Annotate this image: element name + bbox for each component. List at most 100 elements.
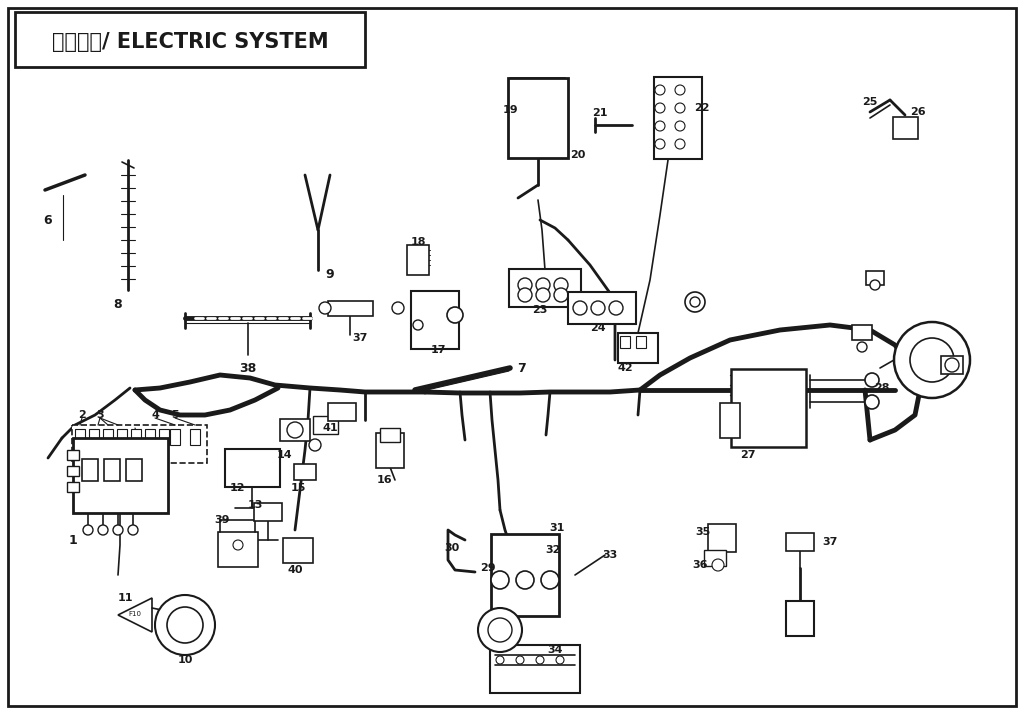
Text: 16: 16 — [377, 475, 393, 485]
Text: 18: 18 — [411, 237, 426, 247]
Bar — [376, 433, 404, 468]
Bar — [131, 429, 141, 445]
Text: 17: 17 — [430, 345, 445, 355]
Circle shape — [536, 656, 544, 664]
Circle shape — [685, 292, 705, 312]
Bar — [866, 271, 884, 285]
Text: 35: 35 — [695, 527, 711, 537]
Bar — [254, 503, 282, 521]
Circle shape — [287, 422, 303, 438]
Circle shape — [516, 656, 524, 664]
Bar — [89, 429, 99, 445]
Circle shape — [113, 525, 123, 535]
Bar — [67, 466, 79, 476]
Bar — [328, 403, 356, 421]
Text: 23: 23 — [532, 305, 548, 315]
Bar — [654, 77, 702, 159]
Bar — [312, 416, 338, 434]
Text: 42: 42 — [617, 363, 633, 373]
Polygon shape — [118, 598, 152, 632]
Circle shape — [675, 139, 685, 149]
Text: 6: 6 — [44, 213, 52, 226]
Circle shape — [655, 139, 665, 149]
Bar — [490, 534, 559, 616]
Bar — [103, 429, 113, 445]
Circle shape — [870, 280, 880, 290]
Bar — [294, 464, 316, 480]
Bar — [380, 428, 400, 442]
Circle shape — [98, 525, 108, 535]
Circle shape — [496, 656, 504, 664]
Circle shape — [516, 571, 534, 589]
Circle shape — [518, 278, 532, 292]
Bar — [852, 324, 872, 339]
Circle shape — [83, 525, 93, 535]
Bar — [15, 12, 365, 67]
Text: 3: 3 — [96, 410, 103, 420]
Circle shape — [447, 307, 463, 323]
Circle shape — [536, 288, 550, 302]
Bar — [893, 117, 918, 139]
Circle shape — [554, 288, 568, 302]
Bar — [786, 600, 814, 635]
Bar — [568, 292, 636, 324]
Bar — [75, 429, 85, 445]
Bar — [283, 538, 313, 563]
Circle shape — [413, 320, 423, 330]
Circle shape — [233, 540, 243, 550]
Circle shape — [573, 301, 587, 315]
Bar — [72, 425, 207, 463]
Bar — [490, 645, 580, 693]
Text: 33: 33 — [602, 550, 617, 560]
Text: 4: 4 — [152, 410, 159, 420]
Text: 21: 21 — [592, 108, 608, 118]
Circle shape — [541, 571, 559, 589]
Bar — [159, 429, 169, 445]
Text: 41: 41 — [323, 423, 338, 433]
Circle shape — [488, 618, 512, 642]
Text: 15: 15 — [291, 483, 306, 493]
Bar — [720, 403, 740, 438]
Text: 19: 19 — [502, 105, 518, 115]
Text: 22: 22 — [694, 103, 710, 113]
Circle shape — [894, 322, 970, 398]
Circle shape — [609, 301, 623, 315]
Text: 37: 37 — [822, 537, 838, 547]
Text: 7: 7 — [517, 361, 526, 375]
Circle shape — [865, 373, 879, 387]
Circle shape — [536, 278, 550, 292]
Bar — [620, 336, 630, 348]
Text: 2: 2 — [78, 410, 86, 420]
Text: 36: 36 — [692, 560, 708, 570]
Bar — [126, 459, 142, 481]
Circle shape — [865, 395, 879, 409]
Circle shape — [655, 85, 665, 95]
Text: 31: 31 — [549, 523, 564, 533]
Text: 11: 11 — [118, 593, 133, 603]
Bar — [117, 429, 127, 445]
Circle shape — [675, 103, 685, 113]
Text: 5: 5 — [171, 410, 179, 420]
Bar — [618, 333, 658, 363]
Text: 9: 9 — [326, 268, 334, 281]
Bar — [67, 450, 79, 460]
Circle shape — [392, 302, 404, 314]
Bar — [67, 482, 79, 492]
Text: 38: 38 — [240, 361, 257, 375]
Text: 14: 14 — [278, 450, 293, 460]
Text: 12: 12 — [229, 483, 245, 493]
Circle shape — [910, 338, 954, 382]
Bar — [218, 532, 258, 567]
Circle shape — [675, 85, 685, 95]
Text: 13: 13 — [248, 500, 263, 510]
Text: 24: 24 — [590, 323, 606, 333]
Circle shape — [655, 121, 665, 131]
Text: 27: 27 — [740, 450, 756, 460]
Circle shape — [690, 297, 700, 307]
Bar — [508, 78, 568, 158]
Bar — [82, 459, 98, 481]
Bar — [708, 524, 736, 552]
Bar — [411, 291, 459, 349]
Circle shape — [857, 342, 867, 352]
Circle shape — [128, 525, 138, 535]
